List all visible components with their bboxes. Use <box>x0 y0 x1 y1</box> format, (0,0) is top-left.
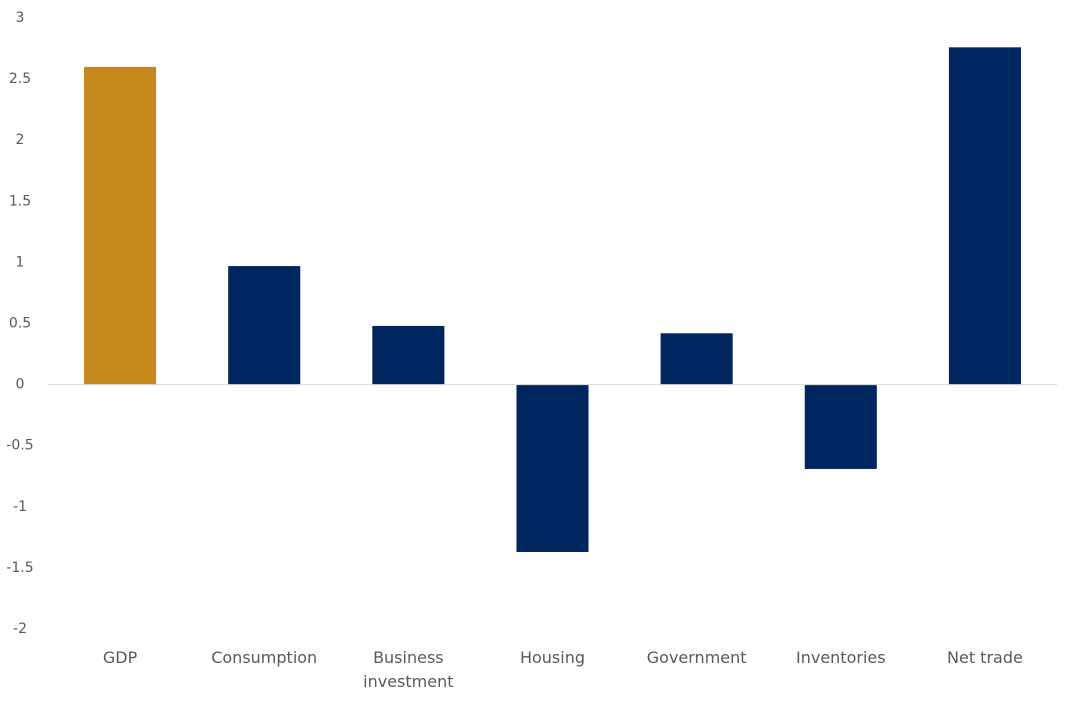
y-tick-label: 2.5 <box>9 71 31 87</box>
bar <box>948 47 1021 385</box>
y-tick-label: 1.5 <box>9 193 31 209</box>
bar <box>804 384 877 469</box>
bar <box>372 325 445 385</box>
y-tick-label: -1.5 <box>6 560 33 576</box>
x-tick-label: Net trade <box>947 648 1023 667</box>
bar <box>228 266 301 385</box>
x-tick-label: GDP <box>102 648 138 667</box>
y-tick-label: 0.5 <box>9 316 31 332</box>
x-tick-label: Government <box>646 648 747 667</box>
y-tick-label: 2 <box>16 132 25 148</box>
bar <box>660 333 733 385</box>
x-tick-label: Housing <box>519 648 586 667</box>
x-tick-label: Business investment <box>363 648 454 691</box>
x-tick-label: Inventories <box>795 648 886 667</box>
y-tick-label: -0.5 <box>6 438 33 454</box>
y-tick-label: -1 <box>13 499 27 515</box>
bar <box>516 384 589 553</box>
y-tick-label: 0 <box>16 377 25 393</box>
y-tick-label: 1 <box>16 254 25 270</box>
y-tick-label: 3 <box>16 10 25 26</box>
y-tick-label: -2 <box>13 621 27 637</box>
bar <box>84 66 157 385</box>
x-tick-label: Consumption <box>211 648 318 667</box>
